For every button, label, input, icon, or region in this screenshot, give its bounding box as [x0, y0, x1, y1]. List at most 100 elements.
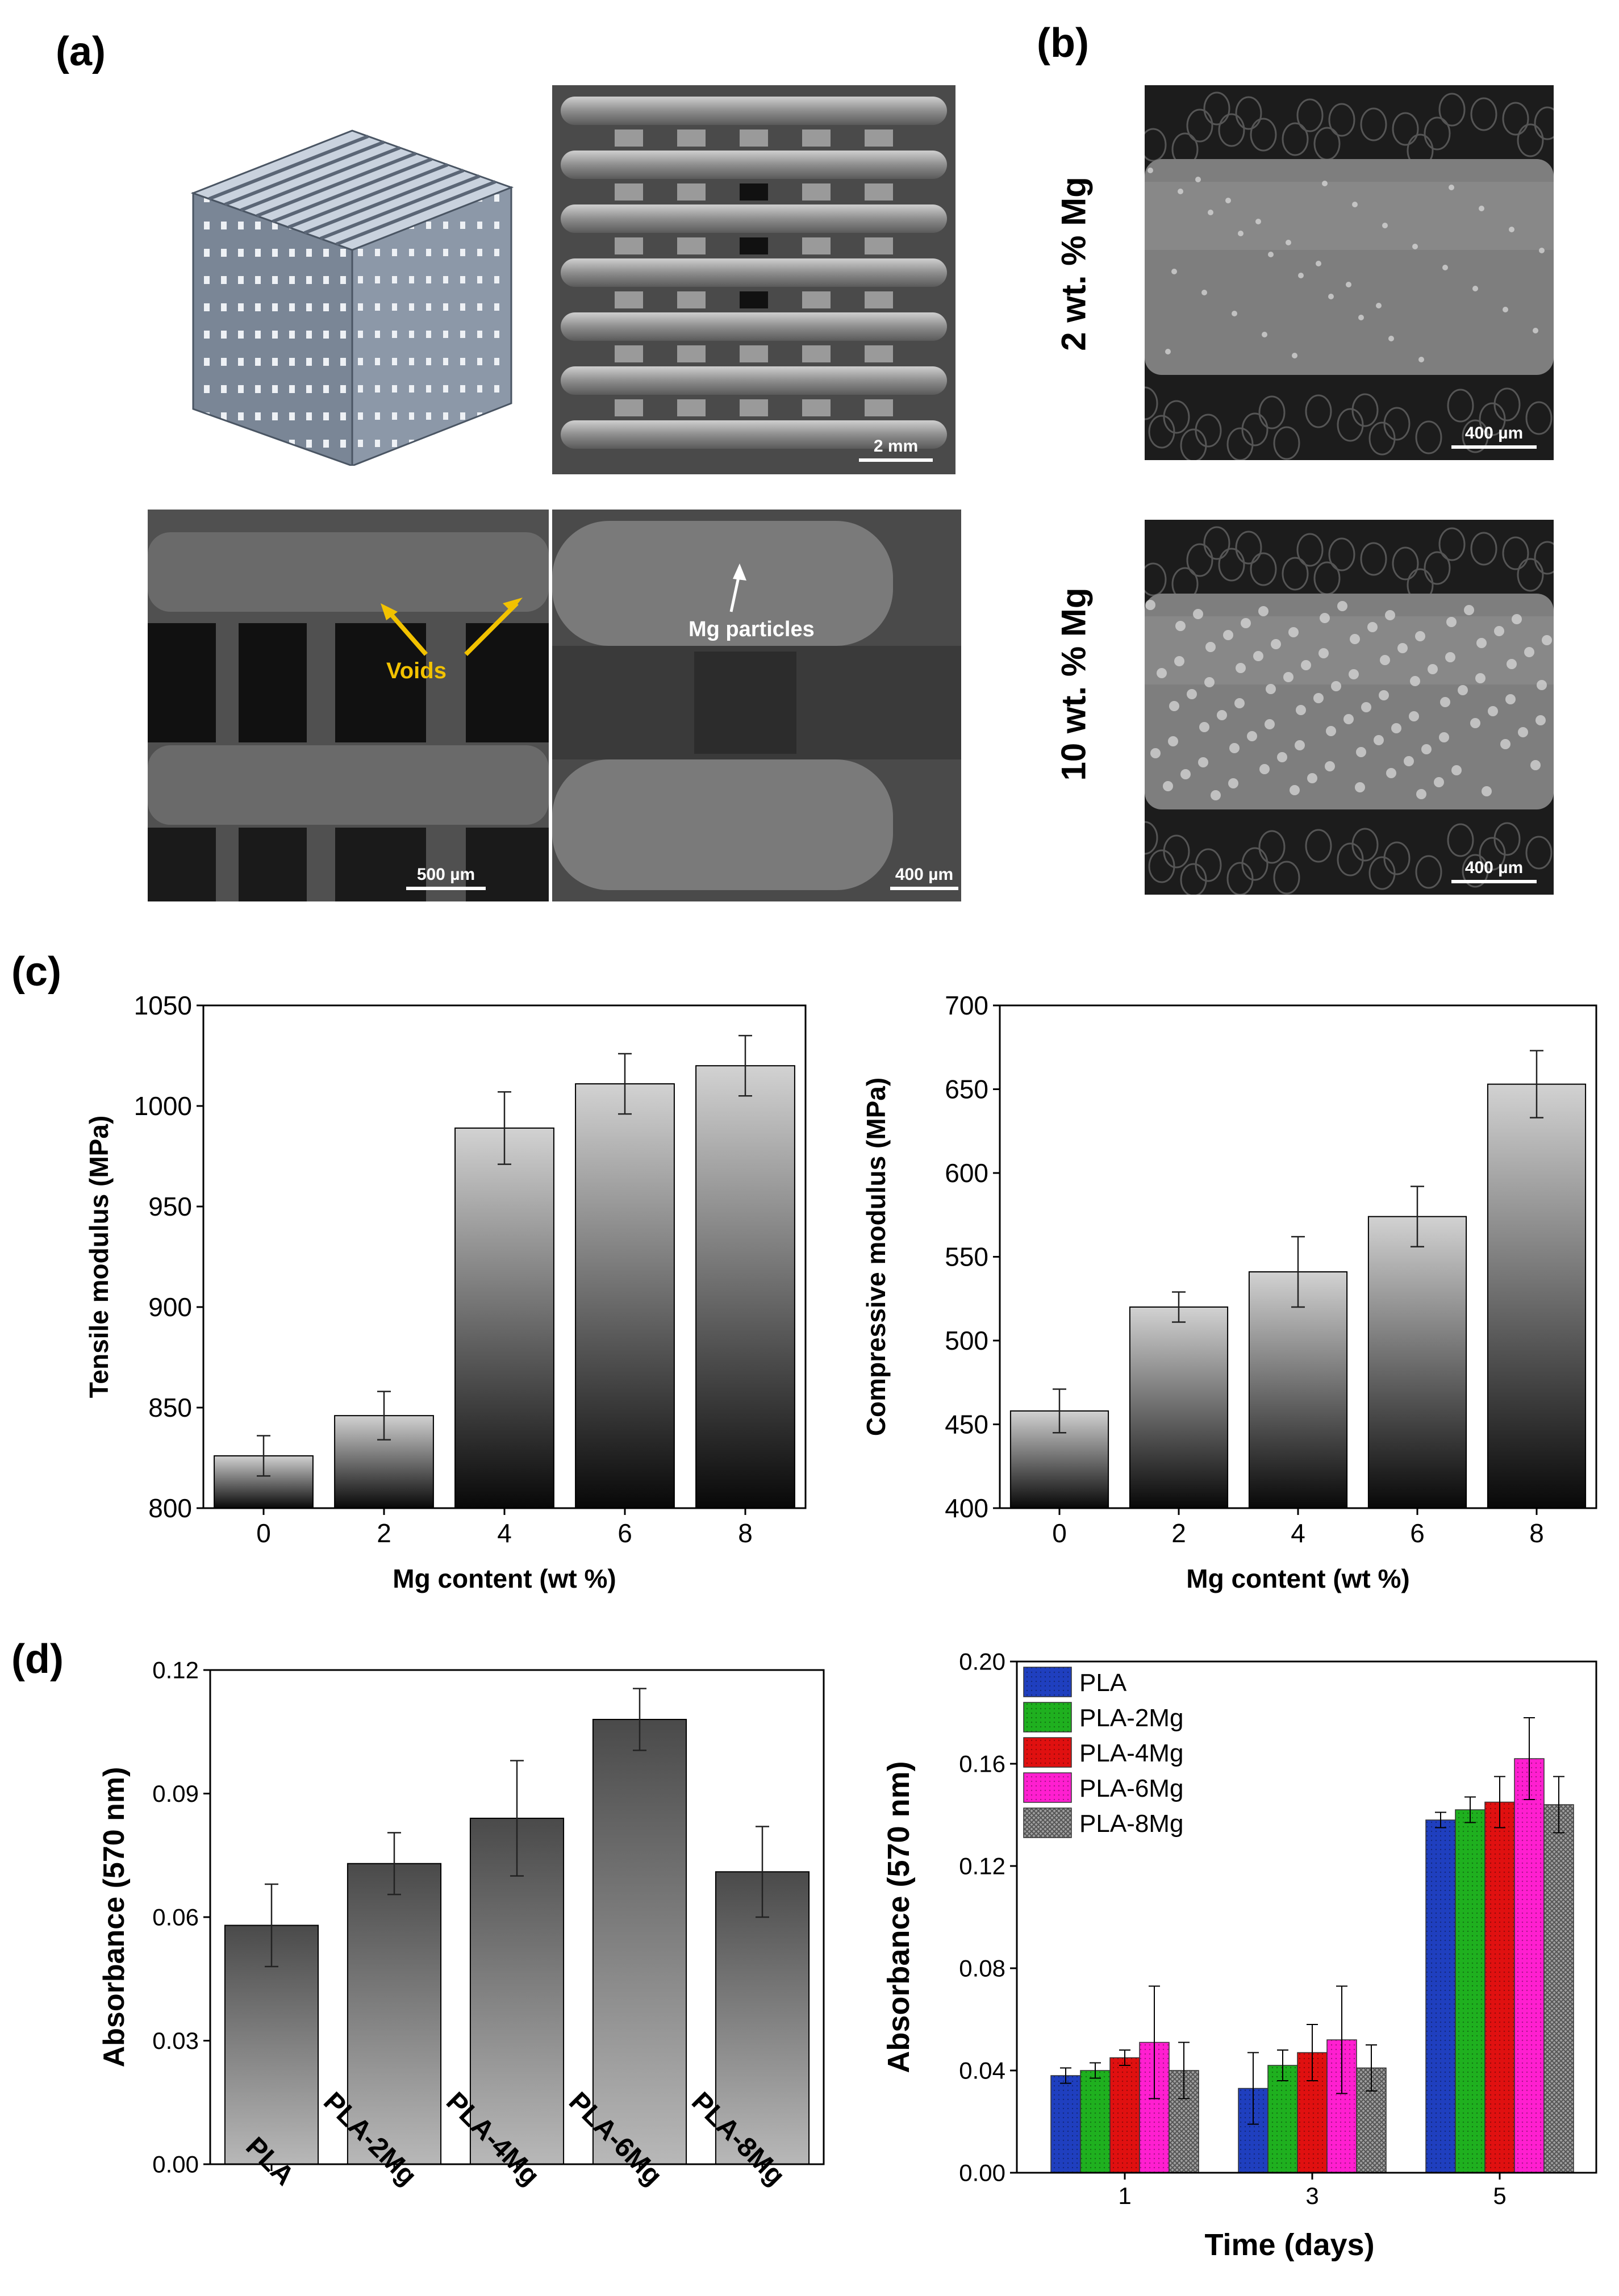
bar — [1487, 1083, 1587, 1509]
y-tick-label: 550 — [945, 1242, 988, 1272]
legend-label: PLA — [1079, 1669, 1127, 1697]
y-tick-label: 500 — [945, 1326, 988, 1355]
chart-tensile-modulus: 800 850 900 950 1000 1050 0 2 4 6 8 Mg content (wt … — [0, 966, 818, 1627]
voids-annotation: Voids — [386, 658, 447, 683]
y-axis-label: Compressive modulus (MPa) — [861, 1078, 891, 1436]
scale-bar-2mm-label: 2 mm — [873, 437, 919, 456]
plot-frame — [1016, 1660, 1597, 2174]
bar — [1514, 1758, 1545, 2173]
y-tick-label: 0.08 — [959, 1955, 1005, 1982]
y-tick-label: 800 — [148, 1493, 192, 1523]
bar — [1267, 2065, 1298, 2173]
plot-frame — [209, 1669, 825, 2165]
y-tick-label: 0.12 — [152, 1657, 199, 1684]
bar — [1050, 2075, 1081, 2173]
y-tick-label: 0.04 — [959, 2057, 1005, 2084]
bar — [1367, 1216, 1467, 1509]
chart-absorbance-formulation: 0.00 0.03 0.06 0.09 0.12 PLA PLA-2Mg PLA-4Mg PLA… — [0, 1625, 852, 2296]
scale-bar-400um-b1-label: 400 µm — [1464, 424, 1524, 442]
y-tick-label: 0.00 — [152, 2151, 199, 2178]
scale-bar-2mm: 2 mm — [859, 437, 933, 462]
bar — [1455, 1809, 1486, 2173]
x-tick-label: 4 — [1291, 1518, 1305, 1548]
y-tick-label: 0.12 — [959, 1853, 1005, 1880]
x-axis-label: Mg content (wt %) — [1186, 1564, 1410, 1593]
x-tick-label: 3 — [1305, 2182, 1318, 2209]
chart-absorbance-time-svg: 0.00 0.04 0.08 0.12 0.16 0.20 1 3 5 PLA PLA-2Mg PLA… — [882, 1648, 1597, 2262]
bar — [454, 1127, 554, 1509]
legend-label: PLA-2Mg — [1079, 1704, 1183, 1732]
bar — [575, 1083, 675, 1509]
y-axis-label: Absorbance (570 nm) — [882, 1761, 916, 2073]
y-tick-label: 850 — [148, 1393, 192, 1422]
legend-label: PLA-8Mg — [1079, 1810, 1183, 1838]
x-tick-label: 8 — [738, 1518, 753, 1548]
chart-compressive-modulus: 400 450 500 550 600 650 700 0 2 4 6 8 Mg content (wt… — [818, 966, 1619, 1627]
y-tick-label: 450 — [945, 1410, 988, 1439]
sem-voids: Voids 500 µm — [148, 510, 549, 901]
x-axis-label: Time (days) — [1204, 2228, 1374, 2262]
scale-bar-400um-a: 400 µm — [890, 865, 958, 890]
x-tick-label: 0 — [1052, 1518, 1067, 1548]
legend-swatch — [1023, 1772, 1072, 1803]
panel-label-c: (c) — [11, 949, 61, 995]
x-tick-label: 2 — [377, 1518, 391, 1548]
y-tick-label: 0.20 — [959, 1648, 1005, 1675]
y-tick-label: 0.16 — [959, 1751, 1005, 1777]
scale-bar-400um-b2-label: 400 µm — [1464, 858, 1524, 877]
bar — [1484, 1801, 1515, 2173]
bar — [1129, 1306, 1229, 1509]
y-tick-label: 0.03 — [152, 2027, 199, 2054]
chart-tensile-svg: 800 850 900 950 1000 1050 0 2 4 6 8 Mg content (wt … — [84, 991, 807, 1593]
bar — [695, 1065, 795, 1509]
sem-strut-10wt: 400 µm — [1145, 520, 1554, 895]
legend-swatch — [1023, 1807, 1072, 1838]
panel-label-a: (a) — [56, 29, 106, 74]
y-tick-label: 0.06 — [152, 1904, 199, 1931]
scale-bar-400um-b2: 400 µm — [1451, 858, 1537, 883]
sem-scaffold-side-view: 2 mm — [552, 85, 955, 474]
y-tick-label: 400 — [945, 1493, 988, 1523]
y-tick-label: 700 — [945, 991, 988, 1020]
label-2wt-mg: 2 wt. % Mg — [1054, 177, 1093, 351]
y-tick-label: 900 — [148, 1292, 192, 1322]
plot-frame — [999, 1004, 1597, 1509]
y-tick-label: 950 — [148, 1192, 192, 1221]
x-tick-label: 1 — [1118, 2182, 1131, 2209]
y-tick-label: 650 — [945, 1075, 988, 1104]
y-axis-label: Tensile modulus (MPa) — [84, 1116, 114, 1399]
panel-label-d: (d) — [11, 1637, 64, 1682]
y-tick-label: 1000 — [134, 1091, 192, 1121]
scaffold-3d-illustration — [182, 102, 523, 466]
x-tick-label: 8 — [1529, 1518, 1544, 1548]
x-tick-label: 5 — [1493, 2182, 1506, 2209]
y-tick-label: 1050 — [134, 991, 192, 1020]
mg-particles-annotation: Mg particles — [689, 617, 815, 641]
x-axis-label: Mg content (wt %) — [393, 1564, 616, 1593]
y-tick-label: 0.00 — [959, 2160, 1005, 2186]
legend-swatch — [1023, 1702, 1072, 1733]
scale-bar-400um-a-label: 400 µm — [895, 865, 954, 884]
x-tick-label: 0 — [256, 1518, 271, 1548]
sem-mg-particles: Mg particles 400 µm — [552, 510, 961, 901]
legend-label: PLA-6Mg — [1079, 1775, 1183, 1802]
bar — [1425, 1819, 1456, 2173]
x-tick-label: 6 — [617, 1518, 632, 1548]
chart-absorbance-time: 0.00 0.04 0.08 0.12 0.16 0.20 1 3 5 PLA PLA-2Mg PLA… — [852, 1625, 1619, 2296]
x-tick-label: 6 — [1410, 1518, 1425, 1548]
bar — [1543, 1804, 1574, 2173]
x-tick-label: 2 — [1171, 1518, 1186, 1548]
bar — [1248, 1271, 1348, 1509]
label-10wt-mg: 10 wt. % Mg — [1054, 587, 1093, 781]
bar — [1109, 2057, 1140, 2173]
y-tick-label: 600 — [945, 1158, 988, 1188]
panel-label-b: (b) — [1037, 20, 1089, 66]
chart-compressive-svg: 400 450 500 550 600 650 700 0 2 4 6 8 Mg content (wt… — [861, 991, 1597, 1593]
legend-swatch — [1023, 1737, 1072, 1768]
scale-bar-500um: 500 µm — [406, 865, 486, 890]
bar — [1080, 2070, 1111, 2173]
y-tick-label: 0.09 — [152, 1780, 199, 1807]
x-tick-label: 4 — [497, 1518, 512, 1548]
y-axis-label: Absorbance (570 nm) — [98, 1767, 131, 2068]
